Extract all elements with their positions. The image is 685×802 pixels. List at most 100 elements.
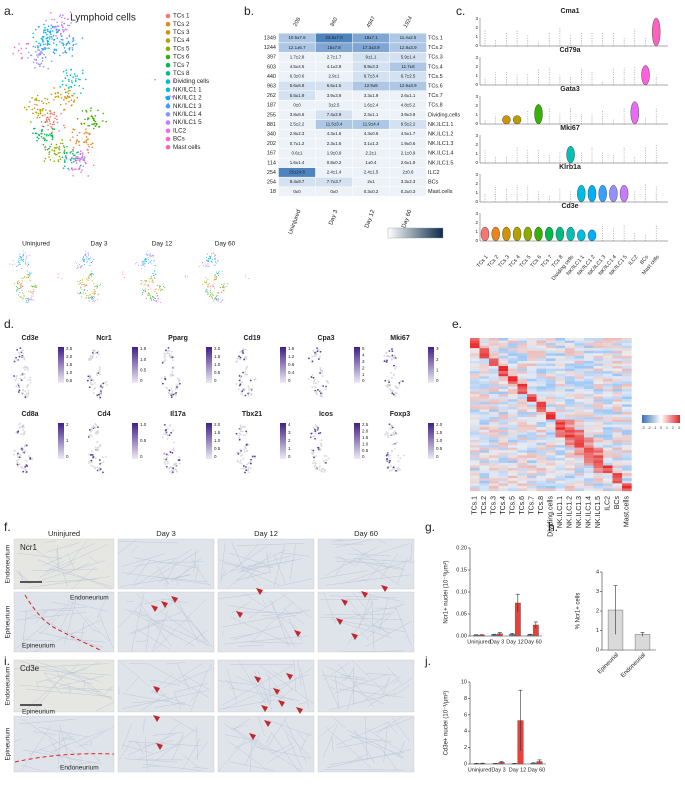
tissue-texture — [247, 552, 271, 579]
feature-point — [247, 394, 250, 397]
heat-cell — [555, 366, 566, 369]
heat-cell — [603, 368, 613, 372]
feature-point — [237, 452, 240, 455]
umap-point — [54, 153, 57, 156]
heat-cell — [536, 457, 547, 461]
tissue-texture — [135, 593, 209, 646]
feature-point — [174, 388, 177, 390]
heat-cell — [584, 440, 594, 443]
umap-point — [57, 160, 60, 163]
umap-point — [159, 285, 161, 287]
heat-cell — [498, 371, 509, 374]
feature-point — [15, 377, 18, 380]
umap-point — [44, 138, 46, 141]
colorbar-tick: 1.0 — [214, 438, 221, 443]
umap-point — [57, 30, 59, 33]
tissue-texture — [262, 599, 265, 605]
heat-cell — [612, 470, 623, 474]
heat-cell — [584, 457, 594, 461]
feature-point — [172, 366, 175, 368]
heat-cell — [574, 480, 585, 484]
feature-point — [94, 466, 96, 469]
feature-point — [241, 430, 244, 433]
umap-point — [86, 279, 88, 281]
umap-point — [40, 135, 43, 138]
heat-cell — [584, 478, 594, 481]
umap-point — [77, 264, 79, 266]
y-tick-label: 0 — [596, 647, 599, 653]
feature-point — [395, 392, 397, 395]
umap-point — [58, 148, 61, 151]
heat-cell — [479, 371, 490, 374]
heat-cell — [546, 348, 556, 351]
heat-cell — [546, 455, 556, 458]
tissue-texture — [149, 550, 201, 581]
feature-point — [321, 468, 324, 471]
heat-cell — [527, 358, 537, 362]
feature-point — [243, 356, 246, 359]
heat-cell — [508, 419, 518, 423]
heat-cell — [489, 455, 499, 458]
tissue-texture — [259, 665, 314, 704]
umap-point — [85, 284, 87, 286]
umap-point — [82, 279, 84, 281]
heat-cell — [555, 485, 566, 489]
heat-cell — [593, 394, 604, 397]
tissue-texture — [125, 758, 178, 763]
feature-point — [316, 350, 319, 353]
umap-point — [49, 31, 52, 34]
umap-point — [53, 123, 55, 126]
heat-cell — [593, 366, 604, 369]
heat-cell — [612, 460, 623, 464]
tissue-texture — [321, 669, 339, 707]
feature-point — [178, 378, 180, 381]
heat-cell — [622, 353, 632, 356]
tissue-texture — [388, 565, 404, 569]
heat-cell — [536, 434, 547, 438]
heat-cell — [593, 478, 604, 481]
umap-point — [214, 258, 216, 260]
cell-text: 11.9±4.4 — [363, 122, 380, 127]
umap-point — [44, 109, 47, 111]
umap-point — [55, 147, 57, 149]
umap-point — [51, 38, 53, 40]
umap-point — [79, 164, 82, 167]
feature-point — [169, 466, 171, 469]
umap-point — [36, 54, 38, 56]
heat-cell — [565, 460, 575, 464]
heat-cell — [612, 414, 623, 418]
feature-point — [243, 358, 246, 361]
heat-cell — [508, 343, 518, 346]
colorbar — [428, 423, 434, 459]
feature-point — [18, 353, 21, 356]
feature-point — [20, 465, 22, 468]
heat-cell — [555, 417, 566, 420]
umap-point — [147, 293, 149, 295]
feature-point — [384, 384, 387, 387]
umap-point — [151, 299, 153, 301]
umap-point — [144, 259, 146, 261]
heat-cell — [517, 450, 528, 453]
heat-cell — [508, 470, 518, 474]
umap-point — [149, 256, 151, 258]
heat-cell — [470, 363, 480, 367]
umap-point — [20, 284, 22, 286]
feature-point — [388, 428, 391, 430]
heat-cell — [536, 383, 547, 387]
umap-point — [161, 289, 163, 291]
row-total: 603 — [267, 64, 276, 70]
tissue-texture — [348, 543, 410, 564]
feature-point — [91, 429, 93, 431]
heat-cell — [489, 452, 499, 456]
umap-point — [69, 159, 72, 162]
heat-cell — [593, 338, 604, 341]
umap-point — [85, 278, 87, 280]
cell-text: 3.9±3.9 — [327, 93, 342, 98]
umap-point — [45, 37, 48, 40]
umap-point — [43, 46, 46, 49]
umap-point — [46, 42, 49, 44]
heat-cell — [498, 450, 509, 453]
tissue-texture — [118, 686, 120, 695]
umap-point — [71, 81, 73, 84]
feature-point — [247, 443, 250, 446]
